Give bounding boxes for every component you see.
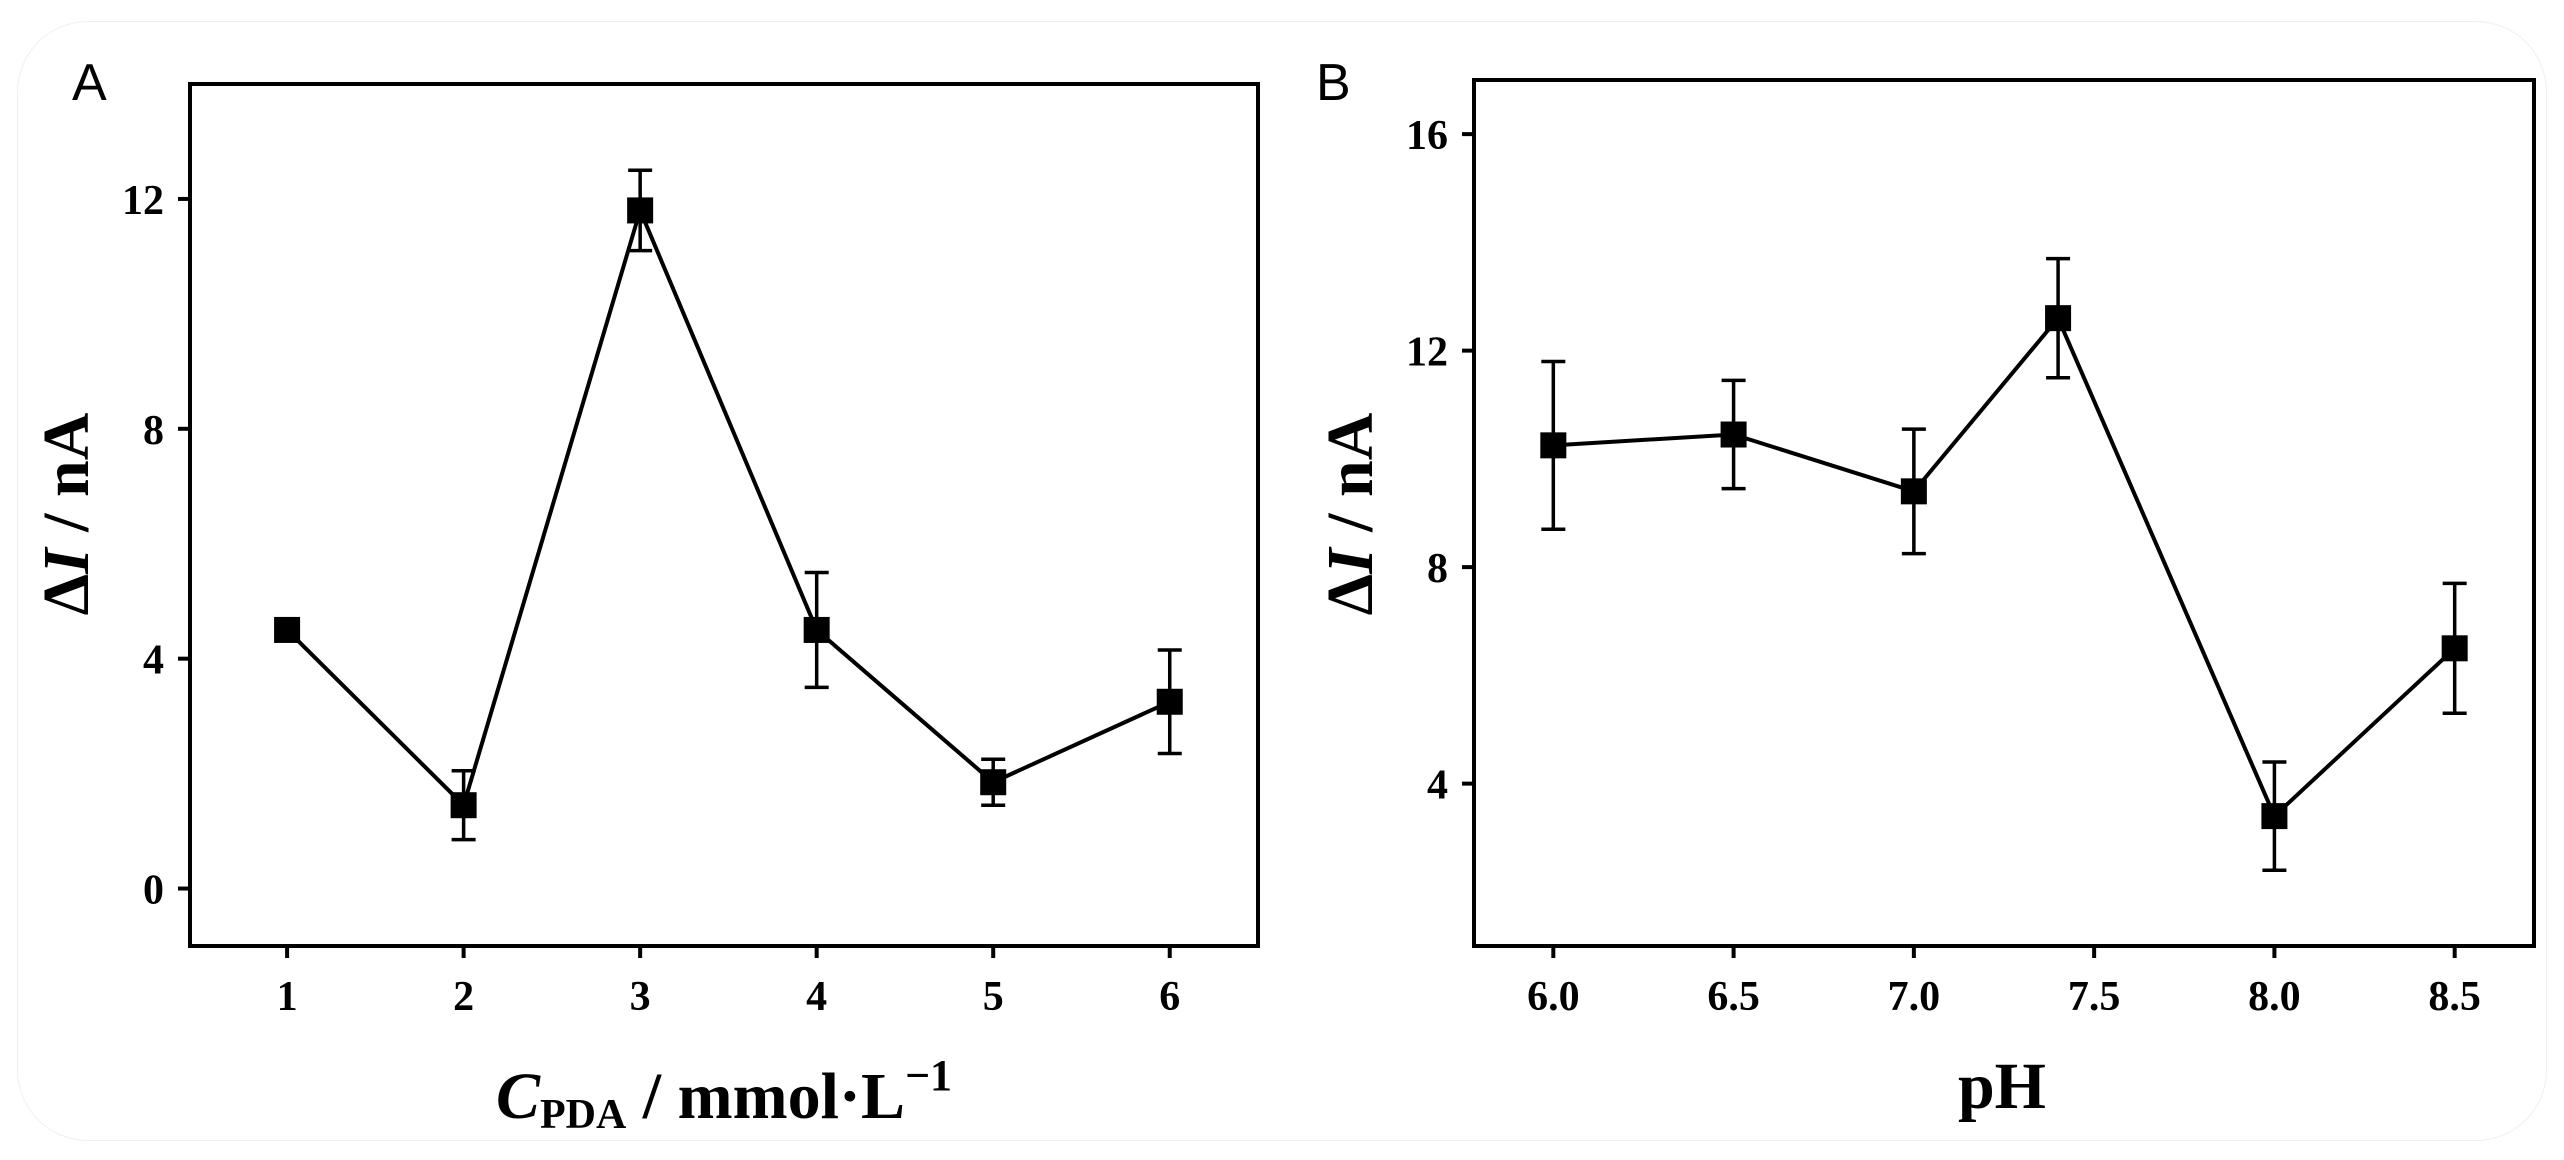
panel-b-data-point [2441,635,2468,662]
panel-a-frame [188,82,1260,948]
panel-a-ylabel-delta: Δ [30,574,103,615]
panel-a-xtick-label: 4 [806,974,827,1020]
panel-a-ytick-label: 12 [122,178,164,224]
panel-b-frame [1472,78,2536,948]
panel-a-series-line [285,204,1171,809]
panel-b-data-point [1540,432,1567,459]
panel-b-ytick-label: 8 [1427,546,1448,592]
panel-b: B 6.0 6.5 7.0 7.5 8.0 8.5 4 8 12 16 ΔI / nA pH [1314,54,2536,1123]
panel-b-data-point [2045,305,2072,332]
panel-a-ytick-label: 4 [143,638,164,684]
panel-b-xlabel: pH [1958,1050,2046,1123]
panel-a-series [274,168,1183,842]
panel-a-data-point [274,616,301,643]
panel-a-ylabel: ΔI / nA [30,412,103,615]
panel-a-xlabel: CPDA / mmol·L−1 [496,1051,952,1138]
panel-b-data-point [1720,421,1747,448]
panel-b-data-point [1900,478,1927,505]
panel-a-xtick-label: 3 [630,974,651,1020]
panel-a-label: A [72,54,107,112]
panel-b-series-line [1553,314,2457,820]
panel-b-ylabel-var: I [1314,546,1387,575]
panel-a-ylabel-unit: / nA [30,412,103,548]
panel-b-xtick-label: 8.0 [2248,974,2301,1020]
panel-b-ytick-label: 16 [1406,113,1448,159]
panel-b-xtick-label: 7.0 [1888,974,1941,1020]
panel-a-xtick-label: 2 [453,974,474,1020]
panel-a-ylabel-var: I [30,546,103,575]
panel-a-ytick-label: 0 [143,868,164,914]
panel-a-xtick-label: 5 [983,974,1004,1020]
panel-b-xtick-label: 7.5 [2068,974,2121,1020]
panel-b-ytick-label: 4 [1427,763,1448,809]
panel-a-data-point [627,197,654,224]
panel-b-data-point [2261,803,2288,830]
panel-b-ylabel-unit: / nA [1314,412,1387,548]
panel-a-data-point [1156,688,1183,715]
panel-a-xlabel-sub: PDA [540,1092,627,1138]
panel-a-xtick-label: 1 [277,974,298,1020]
panel-a-xlabel-var: C [496,1060,541,1133]
panel-b-ylabel: ΔI / nA [1314,412,1387,615]
figure-background [18,22,2546,1140]
panel-a-xlabel-sup: −1 [905,1051,952,1100]
panel-b-ylabel-delta: Δ [1314,574,1387,615]
panel-b-ytick-label: 12 [1406,330,1448,376]
panel-a-ytick-label: 8 [143,408,164,454]
panel-b-xtick-label: 6.5 [1707,974,1760,1020]
panel-b-ticks: 6.0 6.5 7.0 7.5 8.0 8.5 4 8 12 16 [1406,113,2481,1020]
panel-a-data-point [803,616,830,643]
panel-a-data-point [450,792,477,819]
panel-a-xtick-label: 6 [1159,974,1180,1020]
panel-b-series [1540,256,2468,872]
panel-a-xlabel-unit: / mmol·L [626,1060,905,1133]
panel-a-data-point [980,769,1007,796]
panel-b-label: B [1316,54,1351,112]
panel-b-xtick-label: 8.5 [2428,974,2481,1020]
panel-b-xtick-label: 6.0 [1527,974,1580,1020]
